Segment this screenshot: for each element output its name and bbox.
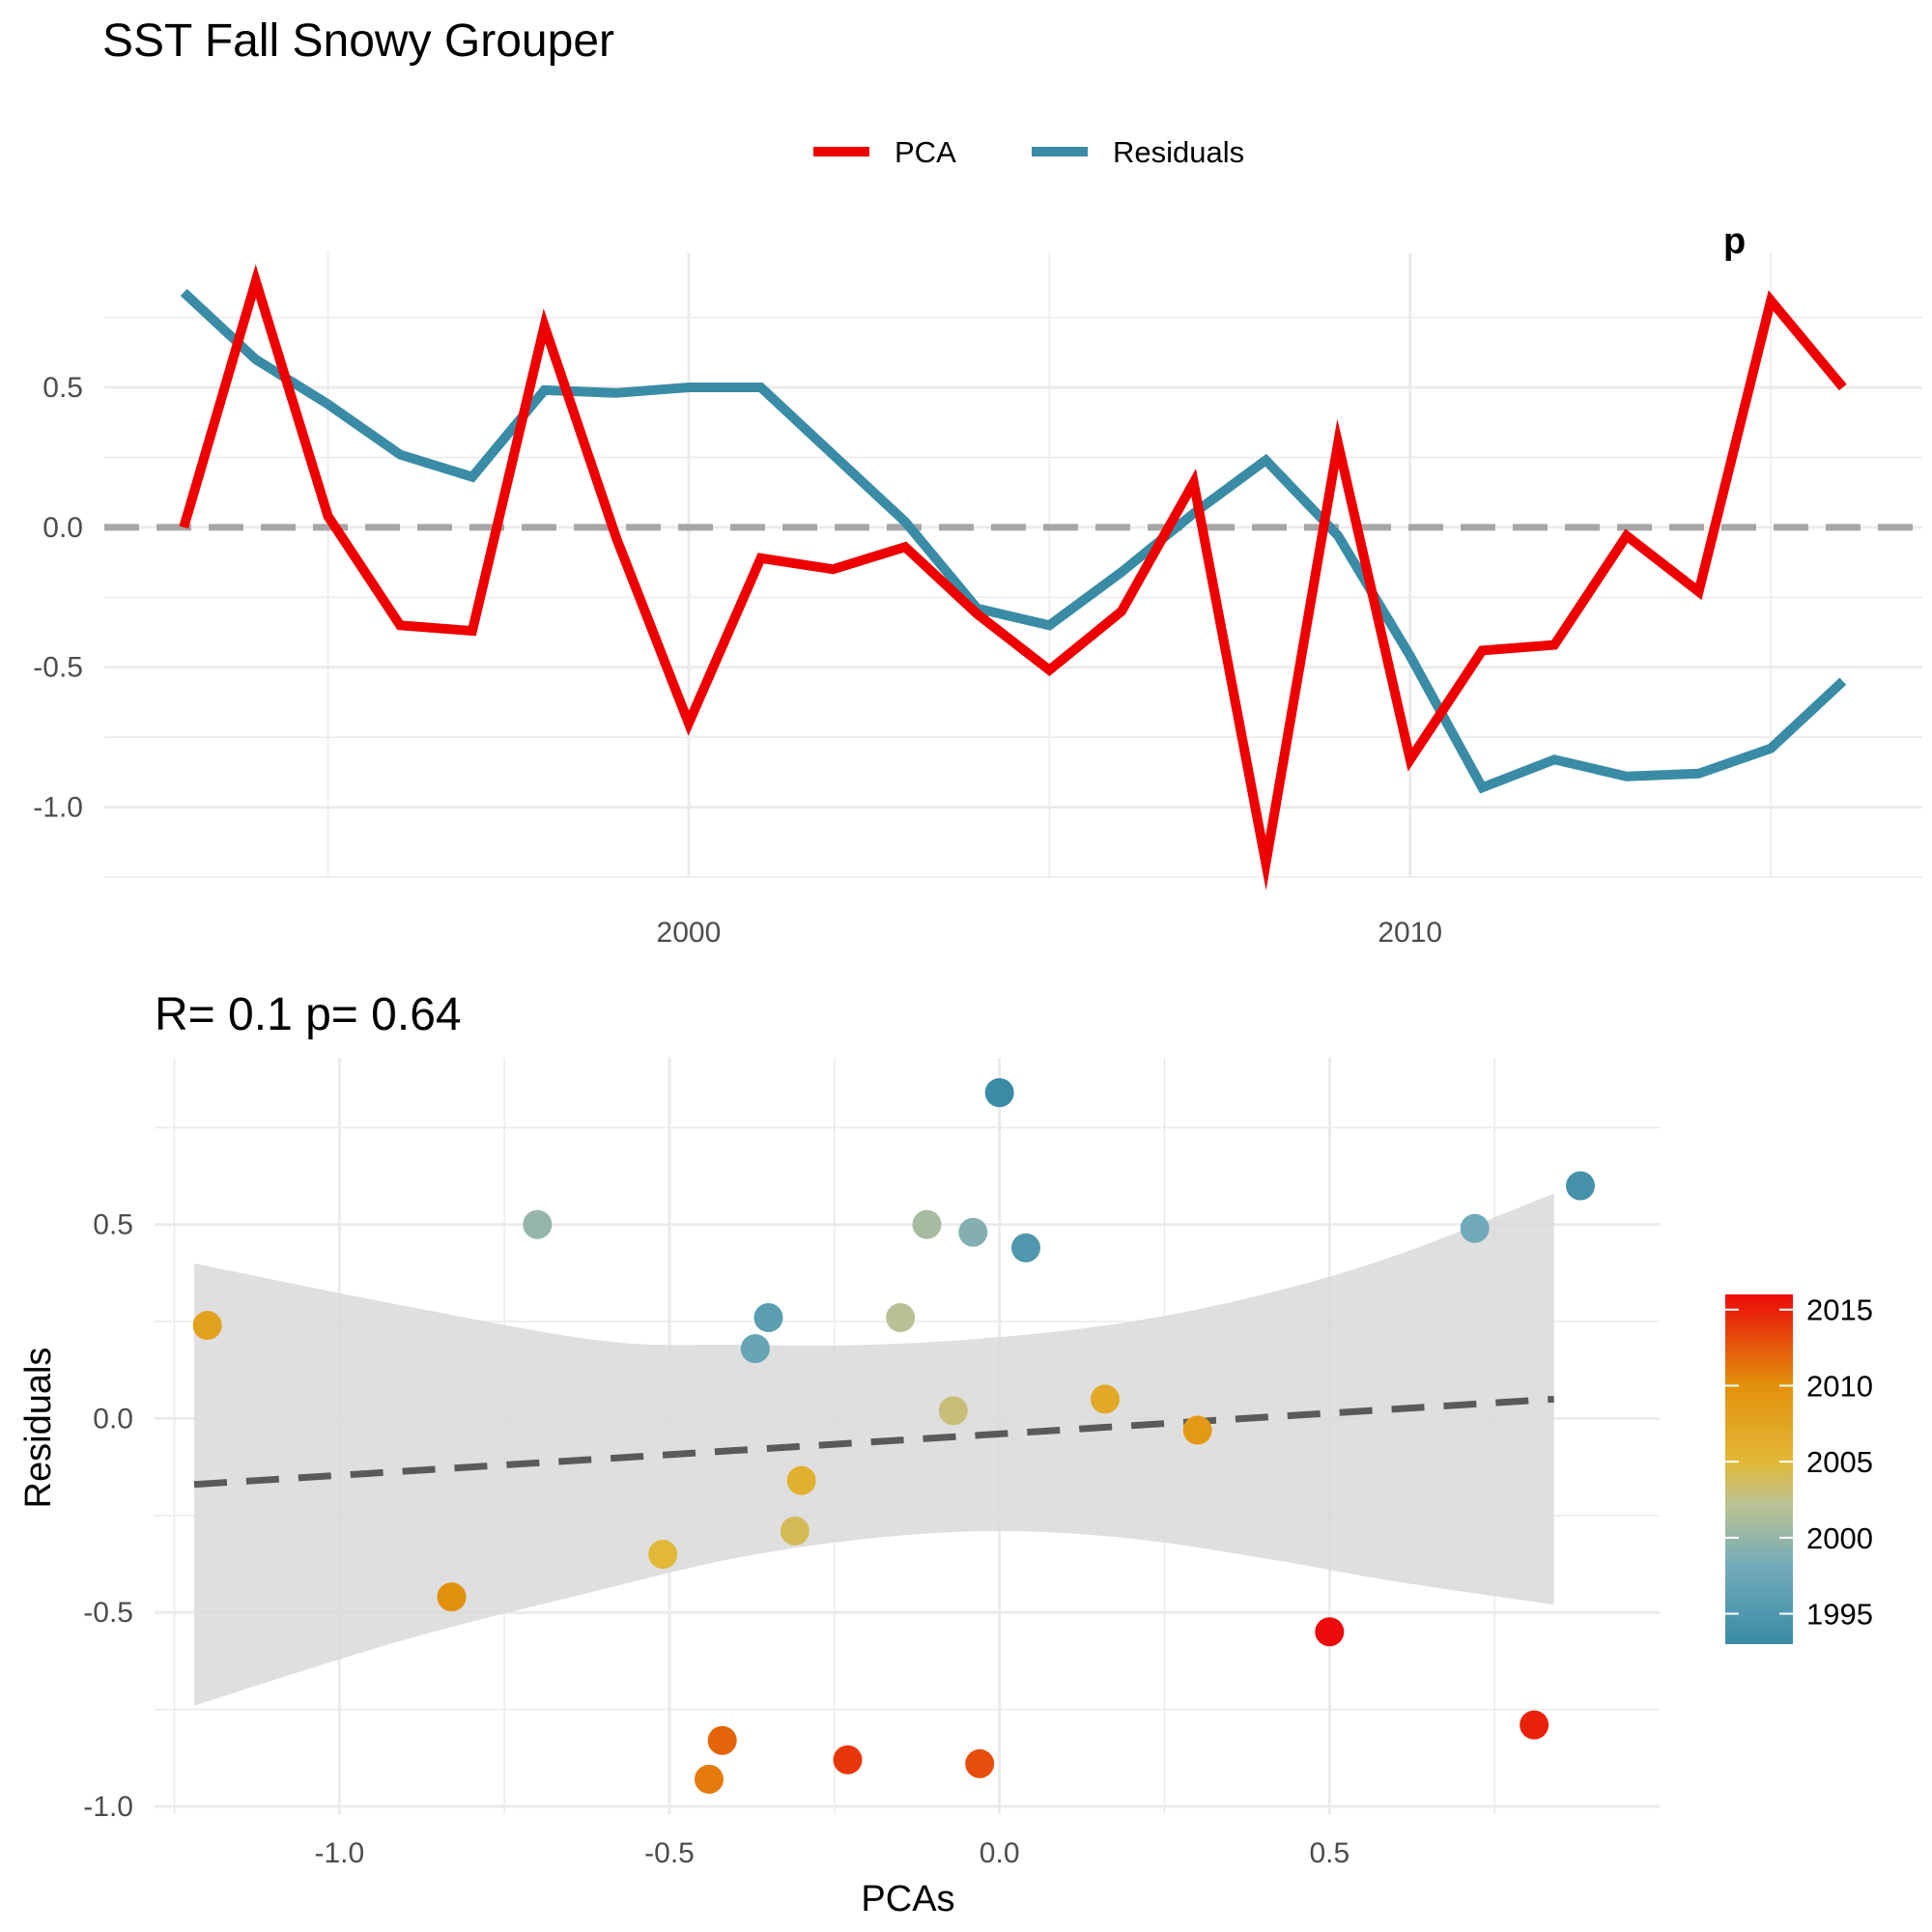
fit-line	[193, 1395, 1554, 1489]
x-axis-title: PCAs	[861, 1879, 954, 1919]
year-colorbar: 2015 2010 2005 2000 1995	[1725, 1293, 1873, 1644]
colorbar-label: 2010	[1806, 1369, 1873, 1403]
y-tick-label: 0.5	[93, 1209, 133, 1241]
y-tick-label: -0.5	[33, 652, 83, 684]
scatter-point	[984, 1078, 1014, 1108]
scatter-point	[437, 1582, 467, 1612]
y-tick-label: -0.5	[83, 1597, 133, 1629]
y-tick-label: -1.0	[83, 1791, 133, 1823]
colorbar-label: 2005	[1806, 1445, 1873, 1479]
scatter-point	[1520, 1710, 1549, 1740]
y-tick-label: 0.5	[43, 372, 83, 404]
scatter-point	[1566, 1171, 1595, 1201]
y-axis-title: Residuals	[18, 1348, 59, 1509]
x-tick-label: 2010	[1378, 917, 1442, 949]
scatter-point	[1091, 1384, 1120, 1414]
time-series-lines	[104, 264, 1922, 891]
scatter-point	[192, 1311, 222, 1341]
x-tick-label: 2000	[657, 917, 722, 949]
y-tick-label: 0.0	[93, 1403, 133, 1435]
scatter-point	[965, 1748, 995, 1778]
series-line-pca	[179, 264, 1847, 891]
scatter-point	[958, 1217, 988, 1247]
corner-annotation: p	[1723, 221, 1746, 262]
scatter-point	[938, 1396, 968, 1426]
confidence-band-area	[194, 1193, 1554, 1706]
time-series-gridlines	[104, 253, 1922, 878]
x-tick-label: -1.0	[314, 1837, 364, 1869]
time-series-panel: -1.0 -0.5 0.0 0.5 2000 2010 p	[33, 221, 1922, 949]
scatter-point	[753, 1303, 783, 1333]
colorbar-label: 2000	[1806, 1521, 1873, 1555]
scatter-point	[740, 1334, 770, 1364]
scatter-panel: R= 0.1 p= 0.64 -1.0 -0.5 0.0 0.5 -1.0 -0.5 0.0…	[18, 989, 1873, 1919]
scatter-subtitle: R= 0.1 p= 0.64	[155, 989, 462, 1040]
fit-line-dashed	[193, 1395, 1554, 1489]
confidence-band	[194, 1193, 1554, 1706]
legend: PCA Residuals	[813, 135, 1244, 169]
scatter-point	[523, 1209, 553, 1239]
scatter-point	[695, 1764, 724, 1794]
scatter-point	[1460, 1213, 1490, 1243]
colorbar-label: 2015	[1806, 1293, 1873, 1327]
x-tick-label: 0.0	[980, 1837, 1020, 1869]
scatter-point	[707, 1725, 737, 1755]
scatter-tick-labels: -1.0 -0.5 0.0 0.5 -1.0 -0.5 0.0 0.5	[83, 1209, 1350, 1869]
scatter-point	[1011, 1233, 1040, 1263]
scatter-point	[912, 1209, 942, 1239]
y-tick-label: 0.0	[43, 512, 83, 544]
scatter-points	[192, 1078, 1595, 1794]
scatter-point	[1315, 1617, 1345, 1647]
scatter-point	[886, 1303, 916, 1333]
series-line-residuals	[180, 288, 1847, 794]
scatter-point	[648, 1539, 678, 1569]
scatter-point	[1182, 1415, 1212, 1445]
colorbar-label: 1995	[1806, 1598, 1873, 1632]
y-tick-label: -1.0	[33, 792, 83, 824]
figure-title: SST Fall Snowy Grouper	[102, 15, 614, 67]
colorbar-bar	[1725, 1294, 1793, 1644]
legend-label-pca: PCA	[895, 135, 956, 169]
scatter-point	[833, 1745, 863, 1775]
scatter-point	[786, 1465, 816, 1495]
legend-label-residuals: Residuals	[1113, 135, 1244, 169]
x-tick-label: 0.5	[1309, 1837, 1350, 1869]
scatter-point	[780, 1516, 810, 1546]
x-tick-label: -0.5	[644, 1837, 695, 1869]
time-series-tick-labels: -1.0 -0.5 0.0 0.5 2000 2010	[33, 372, 1442, 949]
